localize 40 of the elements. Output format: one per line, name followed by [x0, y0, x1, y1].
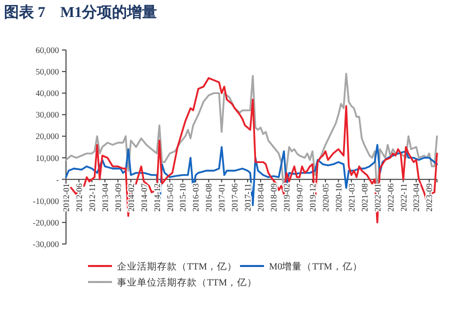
x-tick-label: 2023-09 [424, 183, 434, 212]
x-tick-label: 2019-12 [307, 183, 318, 212]
x-tick-label: 2013-04 [100, 183, 110, 212]
x-tick-label: 2022-01 [372, 183, 382, 212]
y-tick-label: 30,000 [36, 110, 59, 120]
x-tick-label: 2015-05 [164, 183, 175, 212]
x-tick-label: 2012-01 [61, 183, 71, 212]
title: 图表 7 M1分项的增量 [4, 5, 157, 21]
y-tick-label: 40,000 [36, 88, 59, 98]
y-tick-label: 20,000 [36, 131, 59, 142]
x-tick-label: 2014-07 [138, 183, 149, 212]
x-tick-label: 2022-06 [385, 183, 396, 212]
x-tick-label: 2021-08 [359, 183, 370, 212]
y-tick-label: 50,000 [36, 66, 59, 77]
x-tick-label: 2018-09 [268, 183, 279, 212]
x-tick-label: 2020-10 [333, 183, 344, 212]
x-tick-label: 2014-12 [152, 183, 162, 212]
x-tick-label: 2017-11 [242, 183, 253, 212]
x-tick-label: 2017-01 [216, 183, 227, 212]
x-tick-label: 2012-11 [86, 183, 97, 212]
y-tick-label: -10,000 [32, 196, 59, 206]
x-tick-label: 2014-02 [126, 183, 136, 212]
y-tick-label: 10,000 [36, 152, 59, 163]
x-tick-label: 2020-05 [320, 183, 330, 212]
y-tick-label: -20,000 [32, 217, 59, 228]
y-tick-label: - [56, 174, 60, 184]
x-tick-label: 2022-11 [398, 183, 408, 212]
x-tick-label: 2015-10 [178, 183, 188, 212]
y-tick-label: -30,000 [32, 239, 59, 249]
x-tick-label: 2012-06 [74, 183, 84, 212]
x-tick-label: 2021-03 [346, 183, 356, 212]
x-tick-label: 2023-04 [411, 183, 422, 212]
x-tick-label: 2013-09 [112, 183, 123, 212]
x-tick-label: 2018-04 [256, 183, 266, 212]
x-tick-label: 2016-08 [204, 183, 214, 212]
x-tick-label: 2017-06 [230, 183, 240, 212]
y-tick-label: 60,000 [36, 45, 59, 55]
x-tick-label: 2016-03 [190, 183, 201, 212]
x-tick-label: 2019-02 [282, 183, 292, 212]
x-tick-label: 2019-07 [294, 183, 304, 212]
